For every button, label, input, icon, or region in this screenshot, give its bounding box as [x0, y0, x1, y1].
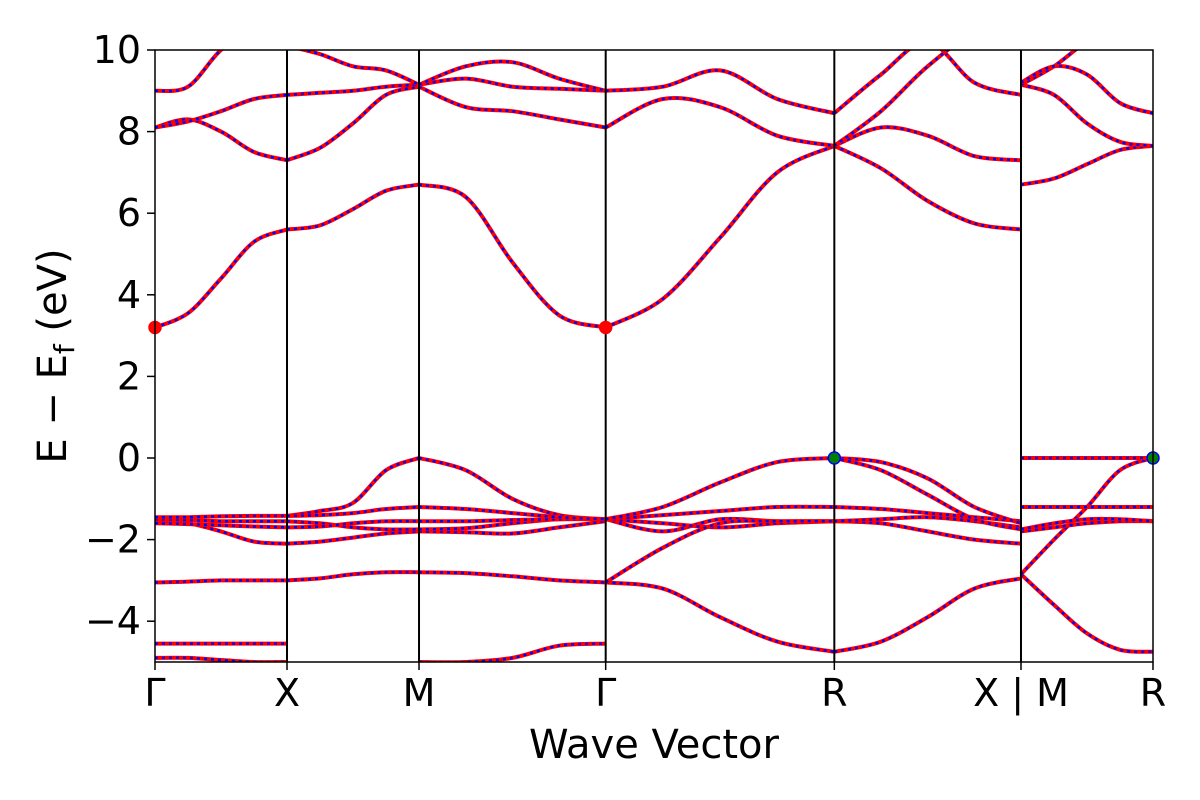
band-line-dashed	[418, 85, 606, 129]
vbm-marker	[827, 451, 842, 465]
band-line-dashed	[419, 642, 606, 662]
y-axis-ticks: −4 −2 0 2 4 6 8 10	[85, 28, 155, 643]
band-line-dashed	[1020, 144, 1153, 186]
band-line-dashed	[418, 77, 606, 93]
x-tick-label: Γ	[144, 671, 165, 715]
band-line-dashed	[155, 656, 287, 662]
y-tick-label: 6	[117, 191, 141, 235]
band-line-dashed	[418, 505, 606, 521]
band-line-dashed	[833, 456, 1022, 531]
band-line-dashed	[1020, 64, 1153, 115]
y-axis-title: E − Ef (eV)	[30, 248, 81, 463]
y-tick-label: 10	[93, 28, 141, 72]
band-line-dashed	[299, 50, 420, 86]
x-tick-label: R	[1140, 671, 1166, 715]
band-line-dashed	[1020, 517, 1153, 531]
y-tick-label: −2	[85, 518, 141, 562]
band-line-dashed	[155, 50, 223, 93]
band-line-dashed	[418, 570, 606, 584]
band-line-dashed	[286, 83, 420, 97]
band-line-dashed	[605, 519, 835, 584]
x-tick-label: X | M	[973, 671, 1069, 716]
band-line-dashed	[418, 60, 607, 93]
y-tick-label: 8	[117, 110, 141, 154]
band-line	[833, 50, 951, 148]
band-line-dashed	[155, 228, 288, 329]
y-tick-label: −4	[85, 599, 141, 643]
band-line-dashed	[1020, 456, 1153, 576]
band-line-dashed	[155, 579, 287, 584]
y-tick-label: 4	[117, 273, 141, 317]
band-line-dashed	[834, 577, 1022, 654]
band-line-dashed	[834, 505, 1022, 523]
kpoint-lines	[286, 50, 1022, 662]
cbm-marker	[598, 320, 613, 335]
band-line-dashed	[605, 581, 835, 654]
x-tick-label: M	[403, 671, 436, 715]
band-line-dashed	[286, 505, 420, 518]
band-line-dashed	[1020, 519, 1153, 533]
band-line-dashed	[286, 519, 420, 531]
band-line-dashed	[833, 50, 1022, 115]
band-line-dashed	[155, 522, 288, 529]
band-line-dashed	[286, 530, 420, 545]
band-line	[605, 68, 835, 116]
band-line-dashed	[605, 505, 835, 521]
band-line-dashed	[605, 456, 835, 521]
band-line-dashed	[286, 183, 420, 231]
band-line-dashed	[155, 517, 287, 523]
band-line	[834, 456, 1022, 526]
band-line-dashed	[605, 144, 835, 329]
y-tick-label: 0	[117, 436, 141, 480]
bands-layer	[155, 50, 1153, 662]
x-tick-label: R	[821, 671, 847, 715]
x-axis-ticks: Γ X M Γ R X | M R	[144, 662, 1166, 716]
band-line-dashed	[833, 144, 1022, 231]
band-line-dashed	[1020, 573, 1153, 654]
x-axis-title: Wave Vector	[529, 722, 780, 768]
band-line-dashed	[286, 519, 420, 529]
band-line-dashed	[286, 456, 420, 518]
band-line	[1020, 50, 1079, 87]
band-line-dashed	[286, 85, 420, 162]
band-line-dashed	[418, 519, 606, 535]
x-tick-label: Γ	[595, 671, 616, 715]
band-line-dashed	[155, 93, 288, 129]
band-line-dashed	[1020, 83, 1153, 148]
band-line-dashed	[834, 519, 1022, 545]
band-line	[604, 95, 835, 148]
band-line-dashed	[418, 183, 607, 329]
y-tick-label: 2	[117, 354, 141, 398]
x-tick-label: X	[274, 671, 300, 715]
band-line-dashed	[155, 118, 288, 162]
band-line-dashed	[833, 125, 1022, 162]
plot-frame	[154, 49, 1154, 663]
band-line-dashed	[155, 514, 287, 519]
band-line-dashed	[286, 570, 420, 582]
